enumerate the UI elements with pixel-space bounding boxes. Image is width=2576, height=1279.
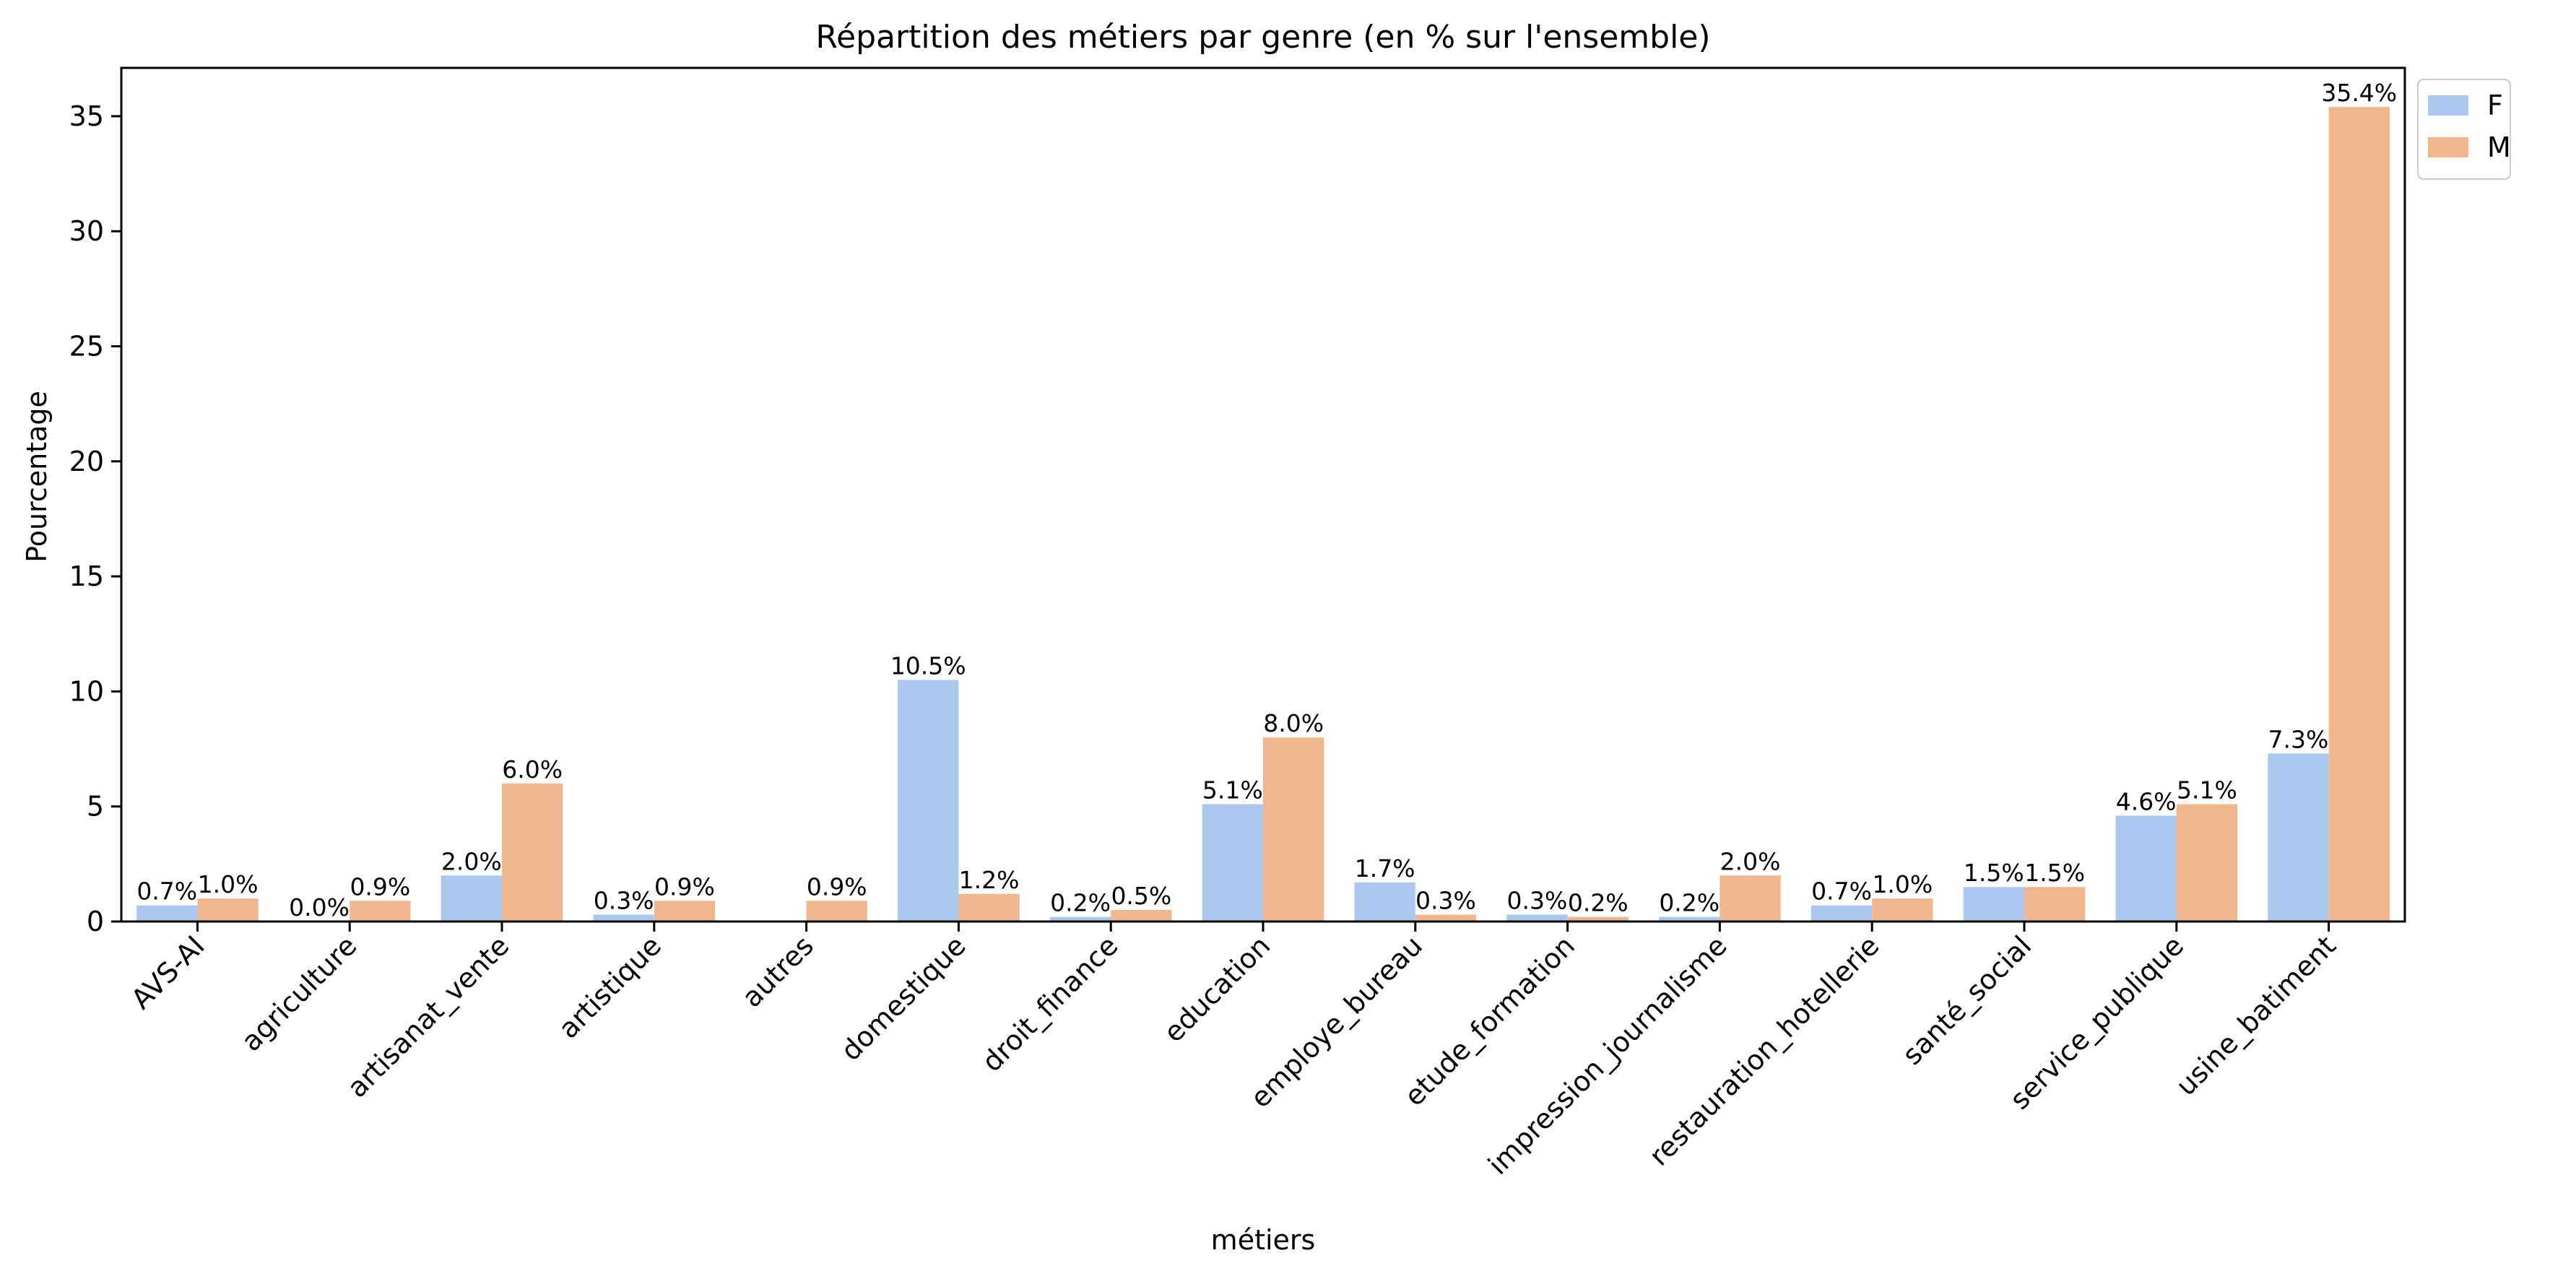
bar-F-artistique xyxy=(593,914,654,922)
bar-labels-layer: 0.7% 1.0%0.0%0.9%2.0%6.0%0.3% 0.9% 0.9%10.5… xyxy=(136,79,2397,922)
bar-M-employe_bureau xyxy=(1415,914,1477,922)
bar-label-M-droit_finance: 0.5% xyxy=(1111,882,1171,910)
x-tick-label-education: education xyxy=(1158,929,1276,1048)
bar-label-F-service_publique: 4.6% xyxy=(2116,787,2177,815)
x-tick-label-etude_formation: etude_formation xyxy=(1398,929,1581,1112)
y-tick-label: 10 xyxy=(69,675,104,707)
bar-label-M-usine_batiment: 35.4% xyxy=(2321,79,2397,107)
bar-label-M-service_publique: 5.1% xyxy=(2177,776,2237,805)
bar-M-artistique xyxy=(654,901,716,922)
bar-M-impression_journalisme xyxy=(1719,875,1781,922)
chart-title: Répartition des métiers par genre (en % … xyxy=(815,19,1710,56)
bar-F-impression_journalisme xyxy=(1659,916,1720,922)
bar-label-M-employe_bureau: 0.3% xyxy=(1415,886,1476,914)
bar-M-artisanat_vente xyxy=(502,783,563,922)
bar-M-agriculture xyxy=(350,901,411,922)
legend-label-M: M xyxy=(2487,131,2511,163)
bar-F-droit_finance xyxy=(1049,916,1111,922)
bar-label-F-artisanat_vente: 2.0% xyxy=(441,847,502,875)
bar-label-F-agriculture: 0.0% xyxy=(289,893,350,922)
x-tick-label-agriculture: agriculture xyxy=(235,929,363,1057)
legend-label-F: F xyxy=(2487,90,2503,121)
bar-label-F-domestique: 10.5% xyxy=(890,651,966,680)
y-tick-label: 30 xyxy=(69,215,104,247)
bar-label-F-droit_finance: 0.2% xyxy=(1050,889,1111,917)
bar-F-usine_batiment xyxy=(2268,753,2329,922)
y-tick-label: 0 xyxy=(87,906,104,937)
bar-M-autres xyxy=(806,901,867,922)
bar-label-F-artistique: 0.3% xyxy=(594,886,654,914)
bar-F-education xyxy=(1202,804,1263,922)
y-tick-label: 5 xyxy=(87,791,104,823)
bar-label-F-AVS-AI: 0.7% xyxy=(136,877,197,906)
bars-layer xyxy=(136,107,2390,922)
bar-F-artisanat_vente xyxy=(441,875,502,922)
x-tick-label-AVS-AI: AVS-AI xyxy=(125,929,211,1015)
x-tick-label-impression_journalisme: impression_journalisme xyxy=(1482,929,1733,1181)
bar-label-F-employe_bureau: 1.7% xyxy=(1355,854,1415,883)
bar-label-M-impression_journalisme: 2.0% xyxy=(1720,847,1781,875)
x-tick-label-artistique: artistique xyxy=(552,929,667,1044)
bar-label-M-artisanat_vente: 6.0% xyxy=(502,755,563,784)
bar-F-domestique xyxy=(898,680,959,922)
bar-M-santé_social xyxy=(2024,887,2086,922)
x-tick-label-usine_batiment: usine_batiment xyxy=(2170,929,2342,1101)
x-tick-label-domestique: domestique xyxy=(835,929,972,1067)
bar-label-M-autres: 0.9% xyxy=(807,872,867,901)
bar-M-restauration_hotellerie xyxy=(1872,898,1933,922)
y-axis: 0 5 10 15 20 25 30 35 xyxy=(69,100,121,937)
bar-F-restauration_hotellerie xyxy=(1810,905,1873,922)
x-tick-label-autres: autres xyxy=(736,929,820,1013)
plot-frame xyxy=(120,66,2406,923)
bar-label-M-santé_social: 1.5% xyxy=(2024,859,2085,887)
bar-label-F-santé_social: 1.5% xyxy=(1964,859,2024,887)
bar-M-usine_batiment xyxy=(2328,107,2390,922)
bar-label-F-usine_batiment: 7.3% xyxy=(2268,725,2329,753)
bar-label-M-artistique: 0.9% xyxy=(654,872,715,901)
bar-F-santé_social xyxy=(1963,887,2024,922)
y-axis-label: Pourcentage xyxy=(21,391,53,563)
bar-label-F-impression_journalisme: 0.2% xyxy=(1659,889,1719,917)
bar-M-etude_formation xyxy=(1567,916,1629,922)
bar-label-F-etude_formation: 0.3% xyxy=(1507,886,1568,914)
legend: FM xyxy=(2417,79,2511,180)
bar-F-service_publique xyxy=(2115,815,2177,922)
bar-label-M-restauration_hotellerie: 1.0% xyxy=(1872,870,1933,898)
bar-label-M-AVS-AI: 1.0% xyxy=(198,870,259,898)
y-tick-label: 25 xyxy=(69,331,104,363)
bar-F-AVS-AI xyxy=(136,905,198,922)
x-tick-label-artisanat_vente: artisanat_vente xyxy=(341,929,515,1104)
bar-M-droit_finance xyxy=(1111,910,1172,922)
bar-M-education xyxy=(1263,737,1324,922)
bar-label-M-education: 8.0% xyxy=(1263,709,1324,737)
y-tick-label: 15 xyxy=(69,560,104,592)
bar-label-F-education: 5.1% xyxy=(1202,776,1263,805)
bar-F-etude_formation xyxy=(1506,914,1568,922)
y-tick-label: 20 xyxy=(69,446,104,477)
bar-label-M-etude_formation: 0.2% xyxy=(1568,889,1629,917)
x-tick-label-santé_social: santé_social xyxy=(1896,929,2038,1071)
bar-F-employe_bureau xyxy=(1354,882,1415,922)
y-tick-label: 35 xyxy=(69,100,104,132)
bar-M-AVS-AI xyxy=(197,898,259,922)
x-axis-label: métiers xyxy=(1211,1224,1316,1256)
bar-M-service_publique xyxy=(2176,804,2238,922)
bar-M-domestique xyxy=(958,893,1020,922)
bar-label-M-agriculture: 0.9% xyxy=(350,872,410,901)
legend-swatch-M xyxy=(2428,137,2468,157)
bar-label-F-restauration_hotellerie: 0.7% xyxy=(1811,877,1872,906)
legend-swatch-F xyxy=(2428,95,2468,116)
x-tick-label-droit_finance: droit_finance xyxy=(976,929,1124,1078)
bar-label-M-domestique: 1.2% xyxy=(959,866,1020,894)
